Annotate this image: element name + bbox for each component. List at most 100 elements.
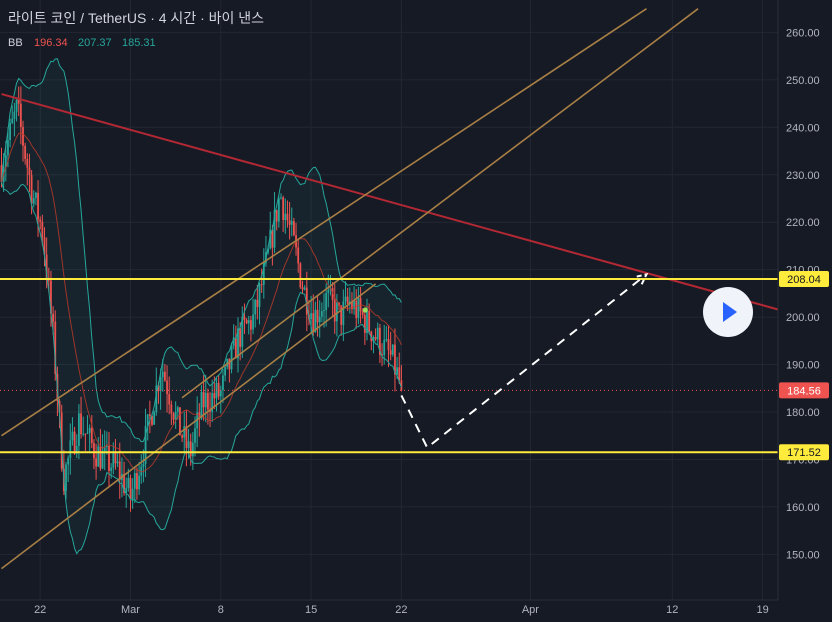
candle [88, 424, 91, 452]
candle [86, 415, 89, 435]
candle [75, 434, 78, 458]
candle [90, 415, 93, 449]
trendline-channel-lower [1, 283, 377, 570]
candle [22, 120, 24, 162]
candle [258, 282, 261, 325]
candle [168, 376, 171, 415]
candle [200, 385, 203, 420]
candle [314, 301, 317, 333]
candle [73, 426, 76, 456]
price-tick-label: 150.00 [786, 549, 820, 561]
candle [277, 195, 280, 228]
candle [374, 328, 377, 342]
candle [305, 271, 308, 332]
candle [256, 284, 259, 320]
candle [387, 325, 390, 368]
candle [161, 359, 164, 392]
candle [99, 428, 102, 471]
candle [41, 214, 44, 246]
candle [290, 207, 293, 237]
candle [297, 240, 300, 273]
candle [80, 396, 82, 439]
candle [181, 433, 183, 443]
candle [318, 300, 321, 338]
trendline-channel-upper [181, 8, 699, 399]
candle [284, 198, 287, 234]
price-tick-label: 220.00 [786, 217, 820, 229]
bollinger-fill [1, 58, 402, 554]
indicator-name: BB [8, 37, 23, 49]
candle [19, 86, 22, 145]
candle [11, 105, 14, 125]
candle [286, 200, 289, 228]
candle [376, 322, 379, 346]
price-tick-label: 200.00 [786, 312, 820, 324]
candle [346, 287, 349, 312]
candle [260, 268, 263, 293]
candle [222, 369, 224, 404]
time-axis[interactable] [0, 600, 778, 622]
candles [0, 86, 403, 512]
candle [164, 363, 166, 382]
trendlines [1, 8, 789, 570]
candle [327, 274, 330, 308]
candle [32, 190, 35, 208]
level-price-label: 208.04 [779, 270, 829, 287]
candle [303, 285, 306, 291]
candle [241, 306, 244, 359]
play-button[interactable] [703, 287, 753, 337]
price-axis[interactable] [778, 0, 832, 600]
candle [204, 374, 207, 423]
candle [148, 400, 151, 434]
candle [144, 408, 147, 477]
candle [65, 461, 67, 500]
candle [269, 211, 272, 250]
candle [366, 298, 368, 341]
marker-dot [362, 307, 368, 313]
candle [280, 193, 282, 200]
indicator-value-lower: 185.31 [122, 37, 156, 49]
candle [133, 466, 136, 504]
candle [105, 431, 108, 455]
indicator-value-upper: 207.37 [78, 37, 112, 49]
candle [35, 191, 37, 206]
price-tick-label: 250.00 [786, 75, 820, 87]
candle [316, 295, 319, 337]
candle [67, 455, 70, 483]
candle [355, 289, 358, 329]
projection-arrowhead [635, 272, 649, 285]
candle [159, 368, 162, 410]
candle [142, 449, 145, 483]
candle [140, 454, 143, 484]
price-tick-label: 260.00 [786, 27, 820, 39]
candle [26, 153, 29, 186]
candle [39, 216, 42, 230]
candle [372, 335, 375, 354]
candle [13, 102, 16, 137]
candle [28, 153, 31, 192]
bollinger-upper [1, 58, 402, 443]
candle [385, 326, 388, 343]
candle [299, 262, 302, 289]
candle [174, 401, 177, 429]
candle [93, 439, 95, 470]
candle [379, 323, 381, 364]
price-axis-labels: 208.04 184.56 171.52 [779, 270, 829, 461]
candle [108, 432, 110, 488]
candle [320, 302, 323, 323]
bollinger-fill-area [1, 58, 402, 554]
candle [250, 315, 252, 342]
candle [30, 170, 33, 215]
candle [275, 209, 278, 231]
candle [24, 142, 27, 165]
time-tick-label: Mar [121, 604, 140, 616]
candle [381, 343, 383, 367]
candle [342, 289, 345, 342]
candle [207, 388, 209, 425]
candle [112, 442, 115, 475]
candle [84, 433, 87, 452]
candle [155, 367, 158, 416]
time-tick-label: 8 [218, 604, 224, 616]
